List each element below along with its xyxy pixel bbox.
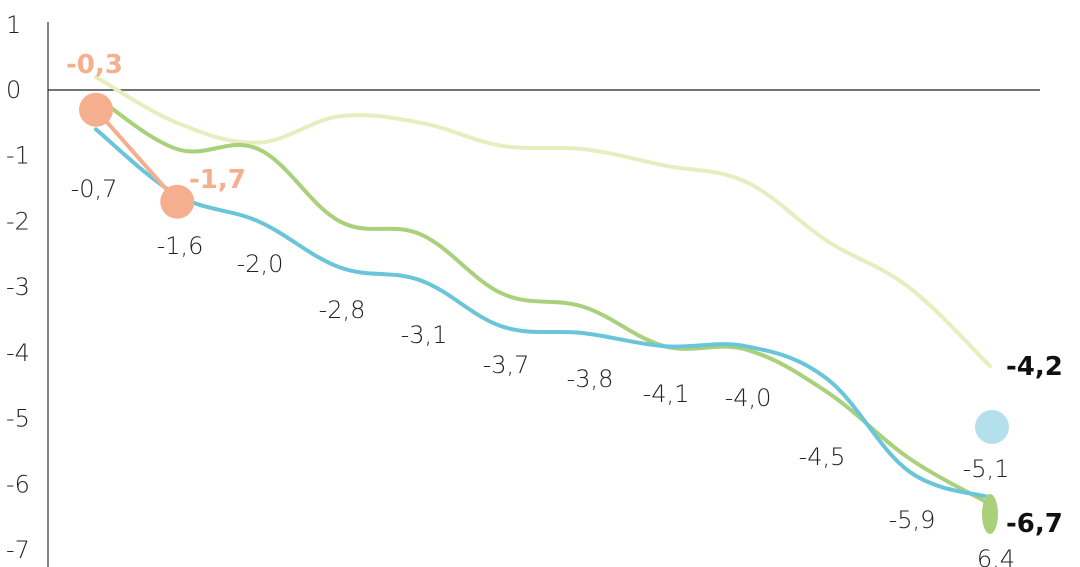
point-label-blue: -4,0 <box>725 384 772 412</box>
end-label-green: -6,7 <box>1006 509 1063 539</box>
y-tick-label: -3 <box>6 273 30 301</box>
point-label-blue: 6,4 <box>977 545 1015 567</box>
point-label-blue: -4,5 <box>799 443 846 471</box>
point-label-blue: -2,8 <box>319 296 366 324</box>
y-tick-label: 1 <box>6 11 21 39</box>
point-label-blue: -0,7 <box>71 175 118 203</box>
y-tick-label: 0 <box>6 76 21 104</box>
series-markers <box>79 92 1009 534</box>
point-label-blue: -5,9 <box>889 506 936 534</box>
y-tick-label: -5 <box>6 405 30 433</box>
data-labels: -4,2 -6,7 -0,7 -1,6 -2,0 -2,8 -3,1 -3,7 -3,8 -4,1… <box>66 50 1063 567</box>
point-label-blue: -3,7 <box>483 351 530 379</box>
point-label-blue: -4,1 <box>643 380 690 408</box>
series-line-salmon <box>94 108 179 204</box>
point-label-blue: -3,1 <box>401 321 448 349</box>
point-label-blue: -3,8 <box>567 365 614 393</box>
series-line-green <box>94 94 992 506</box>
series-line-blue <box>94 127 992 500</box>
series-lines <box>94 75 992 506</box>
end-label-pale: -4,2 <box>1006 352 1063 382</box>
point-marker-salmon <box>160 184 195 219</box>
y-tick-label: -6 <box>6 470 30 498</box>
highlight-marker <box>975 410 1009 444</box>
y-tick-label: -4 <box>6 339 30 367</box>
series-line-pale <box>94 75 992 368</box>
axes: 1 0 -1 -2 -3 -4 -5 -6 -7 <box>6 11 1040 567</box>
y-tick-label: -2 <box>6 207 30 235</box>
point-marker-salmon <box>79 92 113 127</box>
highlight-marker-label: -5,1 <box>963 455 1010 483</box>
y-tick-label: -1 <box>6 142 30 170</box>
point-label-blue: -2,0 <box>237 250 284 278</box>
point-label-salmon: -1,7 <box>189 165 246 195</box>
point-label-salmon: -0,3 <box>66 50 123 80</box>
y-tick-label: -7 <box>6 536 30 564</box>
end-marker-green <box>982 494 998 534</box>
point-label-blue: -1,6 <box>157 232 204 260</box>
